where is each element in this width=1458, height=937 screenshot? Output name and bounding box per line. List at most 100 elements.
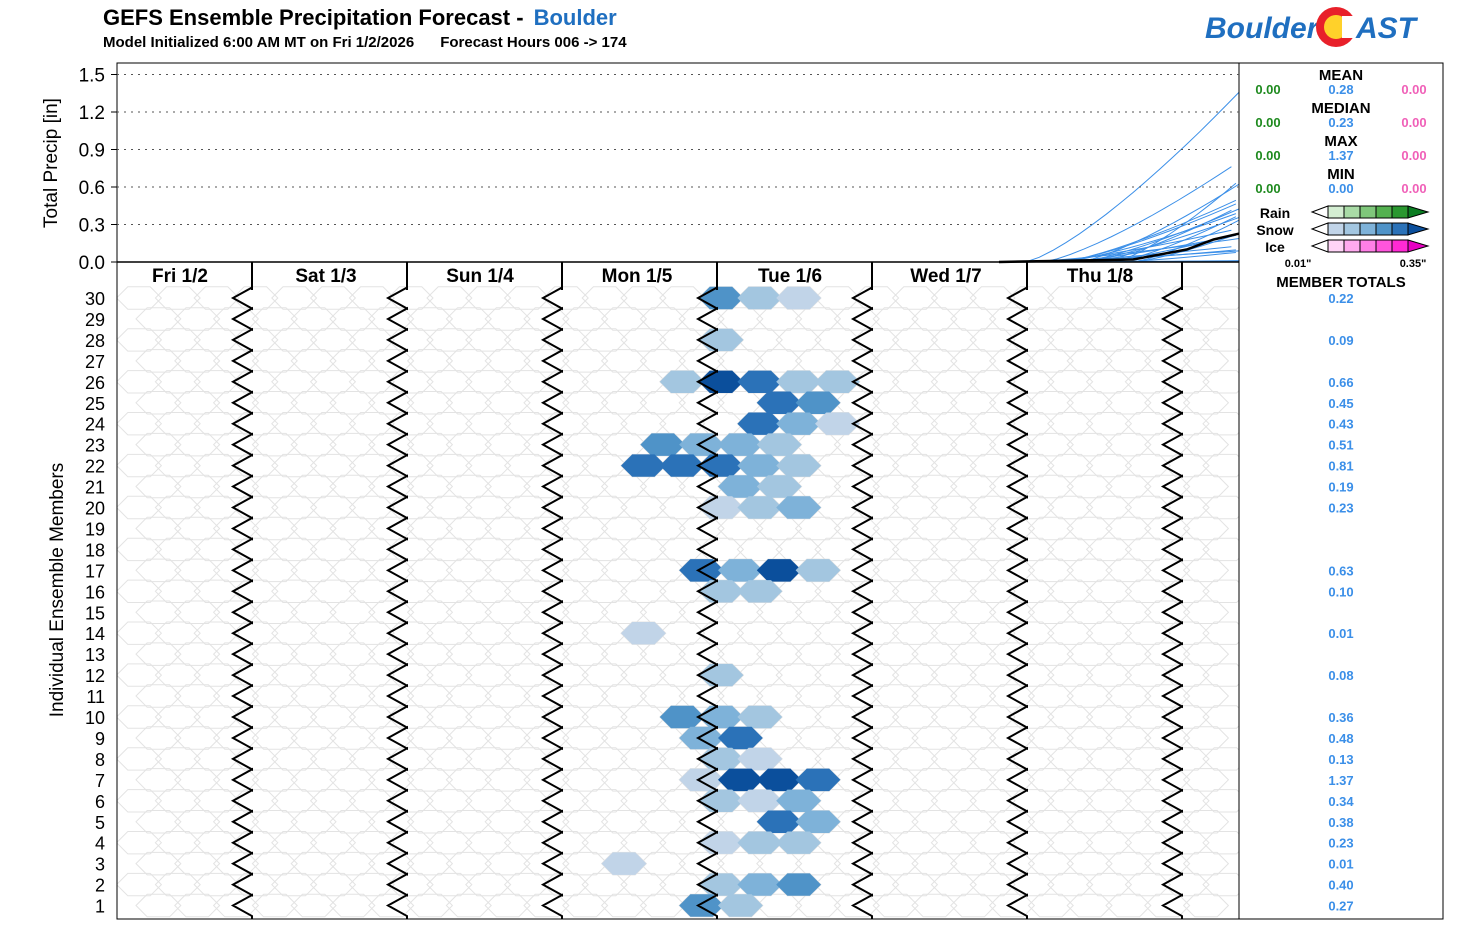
- hex-cell: [988, 726, 1036, 750]
- hex-cell: [348, 705, 395, 729]
- hex-cell: [465, 370, 512, 394]
- hex-cell: [872, 516, 919, 541]
- hex-cell: [1202, 370, 1239, 394]
- hex-cell: [465, 495, 512, 520]
- hex-cell: [465, 579, 512, 603]
- hex-cell: [911, 432, 958, 457]
- legend-arrow-right: [1407, 205, 1430, 219]
- hex-cell: [484, 558, 531, 583]
- hex-cell: [290, 349, 337, 373]
- member-total: 0.01: [1328, 857, 1353, 872]
- precip-lines: [998, 91, 1239, 264]
- hex-cell: [445, 432, 492, 457]
- hex-cell: [736, 663, 783, 687]
- hex-cell: [1182, 810, 1230, 834]
- hex-cell: [329, 893, 376, 918]
- hex-cell: [368, 768, 415, 792]
- precip-cell: [698, 580, 744, 603]
- hex-cell: [212, 726, 260, 750]
- hex-cell: [503, 412, 551, 436]
- hex-cell: [329, 726, 376, 750]
- hex-cell: [1047, 705, 1094, 729]
- hex-cell: [1182, 684, 1230, 708]
- member-line: [999, 91, 1239, 263]
- hex-cell: [620, 370, 667, 394]
- hex-cell: [930, 412, 977, 436]
- hex-cell: [445, 349, 492, 373]
- hex-cell: [600, 516, 648, 541]
- hex-cell: [135, 349, 182, 373]
- hex-cell: [794, 684, 842, 708]
- hex-cell: [542, 747, 589, 771]
- hex-cell: [930, 495, 977, 520]
- hex-cell: [853, 872, 900, 897]
- hex-cell: [135, 851, 182, 876]
- hex-cell: [193, 621, 240, 645]
- hex-cell: [271, 831, 318, 855]
- hex-cell: [503, 495, 551, 520]
- member-total: 0.48: [1328, 731, 1353, 746]
- legend-arrow-left: [1310, 239, 1329, 253]
- hex-cell: [639, 810, 686, 834]
- hex-cell: [853, 621, 900, 645]
- hex-cell: [484, 642, 531, 666]
- hex-cell: [117, 872, 163, 897]
- hex-cell: [212, 684, 260, 708]
- hex-cell: [117, 663, 163, 687]
- hex-cell: [717, 516, 764, 541]
- hex-cell: [426, 453, 473, 478]
- hex-cell: [872, 307, 919, 331]
- member-label: 26: [85, 373, 105, 393]
- hex-cell: [1124, 412, 1171, 436]
- hex-cell: [193, 789, 240, 813]
- hex-cell: [1047, 579, 1094, 603]
- member-total: 0.23: [1328, 836, 1353, 851]
- hex-cell: [368, 600, 415, 624]
- hex-cell: [969, 831, 1016, 855]
- hex-cell: [251, 642, 298, 666]
- stat-label: MEAN: [1319, 67, 1363, 84]
- hex-cell: [1066, 516, 1113, 541]
- hex-cell: [950, 726, 997, 750]
- hex-cell: [117, 831, 163, 855]
- hex-cell: [484, 851, 531, 876]
- hex-cell: [1105, 307, 1152, 331]
- hex-cell: [251, 558, 298, 583]
- hex-cell: [174, 558, 221, 583]
- hex-cell: [135, 307, 182, 331]
- hex-cell: [1144, 726, 1191, 750]
- hex-cell: [1085, 621, 1133, 645]
- hex-cell: [212, 307, 260, 331]
- hex-cell: [426, 747, 473, 771]
- precip-cell: [679, 894, 724, 917]
- member-total: 0.45: [1328, 396, 1353, 411]
- hex-cell: [814, 705, 861, 729]
- hex-cell: [1105, 726, 1152, 750]
- stat-label: MAX: [1324, 133, 1357, 150]
- hex-cell: [930, 663, 977, 687]
- hex-cell: [872, 391, 919, 415]
- hex-cell: [232, 370, 279, 394]
- hex-cell: [950, 600, 997, 624]
- hex-cell: [678, 349, 725, 373]
- hex-cell: [950, 474, 997, 499]
- hex-cell: [678, 810, 725, 834]
- member-total: 0.01: [1328, 626, 1353, 641]
- hex-cell: [853, 747, 900, 771]
- stat-label: MEDIAN: [1311, 100, 1370, 117]
- hex-cell: [271, 286, 318, 310]
- hex-cell: [581, 621, 628, 645]
- stat-ice-value: 0.00: [1401, 115, 1426, 130]
- hex-cell: [1085, 412, 1133, 436]
- day-dividers: [230, 262, 1183, 919]
- legend-arrow-left: [1310, 205, 1329, 219]
- hex-cell: [426, 621, 473, 645]
- hex-cell: [814, 621, 861, 645]
- hex-cell: [620, 328, 667, 352]
- member-line: [1016, 166, 1232, 263]
- hex-cell: [193, 495, 240, 520]
- hex-cell: [542, 412, 589, 436]
- stat-ice-value: 0.00: [1401, 82, 1426, 97]
- hex-cell: [581, 705, 628, 729]
- member-label: 12: [85, 666, 105, 686]
